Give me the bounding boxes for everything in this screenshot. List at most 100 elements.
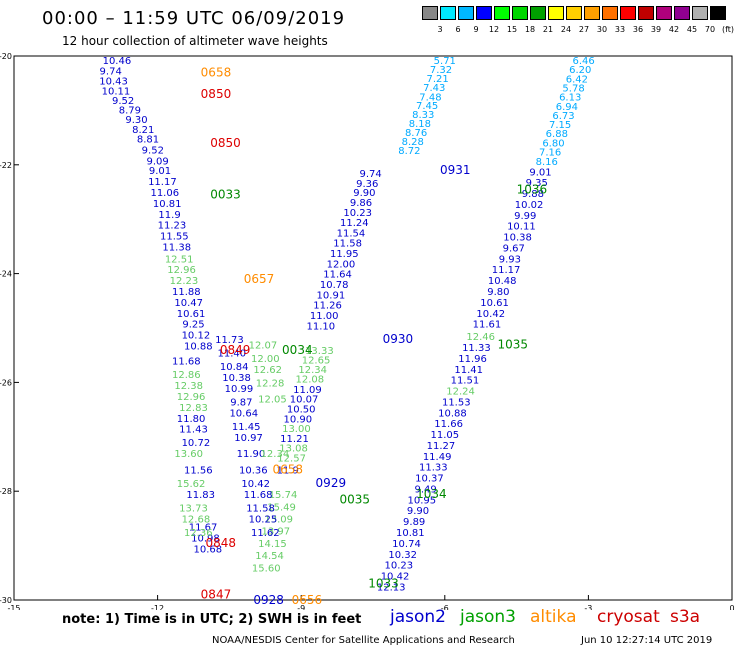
wave-height-reading: 10.37	[415, 474, 444, 485]
wave-height-reading: 13.60	[174, 449, 203, 460]
wave-height-reading: 9.25	[182, 320, 204, 331]
wave-height-reading: 11.61	[473, 320, 502, 331]
wave-height-reading: 11.26	[313, 301, 342, 312]
wave-height-reading: 10.38	[503, 233, 532, 244]
wave-height-reading: 8.72	[398, 146, 420, 157]
legend-swatch	[440, 6, 456, 20]
wave-height-reading: 8.33	[412, 110, 434, 121]
legend-swatch	[710, 6, 726, 20]
wave-height-reading: 8.28	[402, 137, 424, 148]
wave-height-reading: 10.61	[480, 298, 509, 309]
wave-height-reading: 9.99	[514, 211, 536, 222]
wave-height-reading: 10.98	[191, 533, 220, 544]
wave-height-reading: 12.68	[182, 514, 211, 525]
wave-height-reading: 15.60	[252, 563, 281, 574]
wave-height-reading: 11.21	[280, 434, 309, 445]
wave-height-reading: 11.53	[442, 397, 471, 408]
wave-height-reading: 11.17	[492, 265, 521, 276]
wave-height-reading: 7.21	[426, 74, 448, 85]
wave-height-reading: 10.95	[408, 495, 437, 506]
wave-height-reading: 11.45	[232, 422, 261, 433]
x-tick-label: -12	[151, 604, 164, 610]
wave-height-reading: 10.47	[174, 298, 203, 309]
wave-height-reading: 6.20	[569, 65, 591, 76]
wave-height-reading: 6.46	[572, 56, 594, 67]
wave-height-reading: 11.40	[217, 348, 246, 359]
wave-height-reading: 11.49	[423, 452, 452, 463]
wave-height-reading: 10.46	[103, 56, 132, 67]
credit-line: NOAA/NESDIS Center for Satellite Applica…	[212, 635, 515, 646]
pass-time-label: 0033	[210, 188, 241, 202]
wave-height-reading: 13.33	[305, 346, 334, 357]
wave-height-reading: 9.74	[359, 169, 381, 180]
wave-height-reading: 11.80	[177, 414, 206, 425]
legend-tick-label: (ft)	[721, 25, 735, 34]
legend-tick-label: 12	[488, 25, 500, 34]
wave-height-reading: 14.15	[258, 539, 287, 550]
legend-swatch	[620, 6, 636, 20]
wave-height-reading: 7.48	[419, 92, 441, 103]
legend-swatch	[494, 6, 510, 20]
wave-height-reading: 10.42	[241, 479, 270, 490]
wave-height-reading: 11.66	[434, 419, 463, 430]
legend-swatch	[458, 6, 474, 20]
legend-tick-label: 6	[455, 25, 461, 34]
wave-height-reading: 10.84	[220, 362, 249, 373]
pass-time-label: 0658	[201, 65, 232, 79]
legend-tick-label: 45	[686, 25, 698, 34]
wave-height-reading: 10.81	[153, 199, 182, 210]
pass-time-label: 0658	[272, 462, 303, 476]
legend-tick-label: 21	[542, 25, 554, 34]
pass-time-label: 0847	[201, 588, 232, 602]
wave-height-reading: 11.68	[244, 490, 273, 501]
wave-height-reading: 9.88	[522, 189, 544, 200]
pass-time-label: 0849	[220, 343, 251, 357]
wave-height-reading: 11.00	[310, 311, 339, 322]
wave-height-reading: 7.15	[549, 120, 571, 131]
wave-height-reading: 11.43	[179, 425, 208, 436]
wave-height-reading: 11.58	[333, 239, 362, 250]
wave-height-reading: 10.11	[507, 222, 536, 233]
wave-height-reading: 10.68	[194, 544, 223, 555]
wave-height-reading: 10.42	[381, 572, 410, 583]
wave-height-reading: 8.81	[137, 135, 159, 146]
wave-height-reading: 9.35	[526, 178, 548, 189]
wave-height-reading: 15.62	[177, 479, 206, 490]
wave-height-reading: 13.09	[264, 514, 293, 525]
wave-height-reading: 10.61	[177, 309, 206, 320]
wave-height-reading: 12.34	[298, 365, 327, 376]
wave-height-reading: 12.96	[177, 392, 206, 403]
wave-height-reading: 10.74	[392, 539, 421, 550]
pass-time-label: 0850	[201, 87, 232, 101]
wave-height-reading: 12.34	[261, 449, 290, 460]
wave-height-reading: 10.50	[287, 405, 316, 416]
wave-height-reading: 12.38	[174, 381, 203, 392]
wave-height-reading: 9.89	[403, 517, 425, 528]
wave-height-reading: 10.07	[290, 395, 319, 406]
pass-time-label: 1033	[368, 577, 399, 591]
legend-tick-label: 3	[437, 25, 443, 34]
wave-height-reading: 11.05	[430, 430, 459, 441]
wave-height-reading: 9.86	[350, 198, 372, 209]
wave-height-reading: 12.96	[167, 265, 196, 276]
wave-height-reading: 12.00	[327, 259, 356, 270]
satellite-s3a: s3a	[670, 607, 701, 627]
wave-height-reading: 6.13	[559, 92, 581, 103]
wave-height-reading: 5.71	[434, 56, 456, 67]
wave-height-reading: 8.18	[409, 119, 431, 130]
wave-height-reading: 12.00	[251, 354, 280, 365]
wave-height-reading: 15.49	[267, 502, 296, 513]
wave-height-reading: 11.51	[451, 376, 480, 387]
legend-swatch	[566, 6, 582, 20]
pass-time-label: 0929	[316, 476, 347, 490]
wave-height-reading: 11.33	[462, 343, 491, 354]
y-tick-label: -24	[0, 270, 12, 279]
pass-time-label: 0657	[244, 272, 275, 286]
generated-timestamp: Jun 10 12:27:14 UTC 2019	[581, 635, 713, 646]
wave-height-reading: 9.87	[230, 397, 252, 408]
pass-time-label: 0848	[205, 536, 236, 550]
wave-height-reading: 12.65	[302, 356, 331, 367]
wave-height-reading: 9.49	[415, 484, 437, 495]
wave-height-reading: 8.21	[132, 125, 154, 136]
wave-height-reading: 11.58	[246, 504, 275, 515]
